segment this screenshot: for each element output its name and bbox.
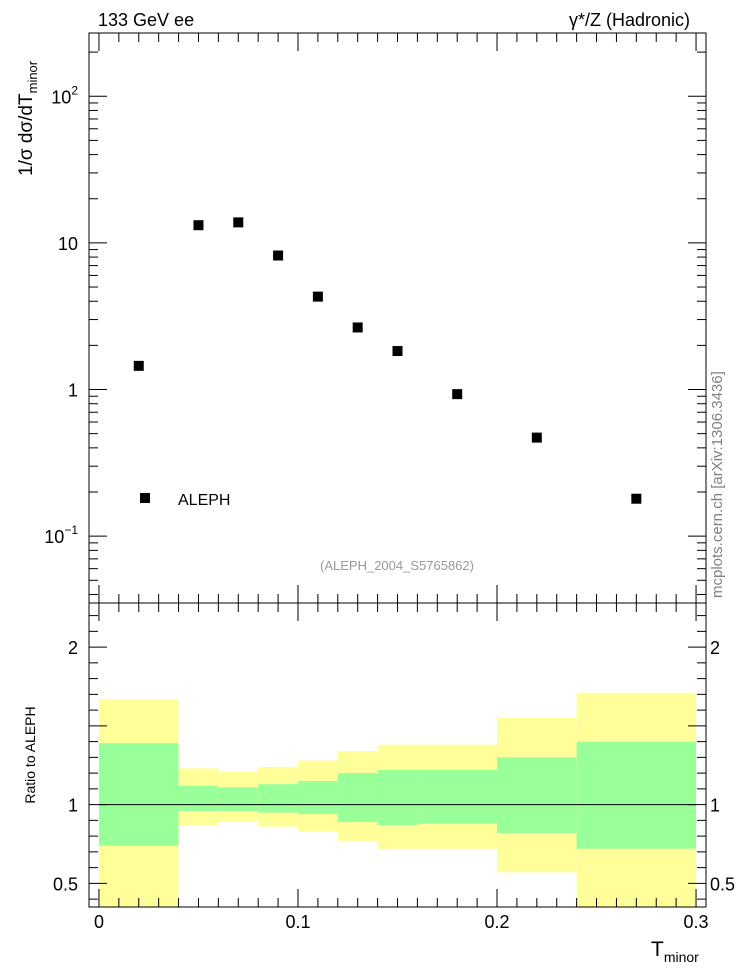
- legend: ALEPH: [140, 492, 230, 509]
- x-tick-label: 0: [94, 912, 104, 932]
- legend-marker: [140, 493, 150, 503]
- ratio-y-tick-label: 1: [68, 796, 78, 816]
- main-y-tick-base: 1: [68, 381, 78, 401]
- data-point: [312, 291, 323, 302]
- ratio-y-tick-label-right: 0.5: [710, 874, 735, 894]
- main-y-tick-label: 10−1: [44, 523, 78, 547]
- main-y-tick-base: 10: [58, 234, 78, 254]
- ratio-y-tick-label-right: 1: [710, 796, 720, 816]
- ratio-inner-band: [297, 780, 338, 815]
- ratio-y-axis: 0.5 0.5 1 1 2 2: [53, 615, 735, 900]
- main-y-tick-base: 10: [51, 87, 71, 107]
- x-axis-label-main: T: [651, 938, 664, 961]
- data-point: [193, 220, 204, 231]
- main-data-points: [133, 217, 642, 504]
- ratio-y-tick-label-right: 2: [710, 638, 720, 658]
- main-y-axis-label: 1/σ dσ/dTminor: [16, 60, 40, 176]
- ratio-inner-band: [178, 785, 219, 811]
- data-point: [531, 432, 542, 443]
- ratio-panel: 0.5 0.5 1 1 2 2 0 0.1 0.2 0.3 Ratio to ALEPH Tmi…: [22, 602, 735, 965]
- ratio-inner-band: [337, 773, 378, 822]
- main-y-tick-exponent: 2: [71, 83, 78, 97]
- x-axis-label-sub: minor: [664, 949, 699, 965]
- ratio-y-axis-label: Ratio to ALEPH: [22, 706, 38, 803]
- main-plot-frame: [88, 32, 707, 604]
- ratio-inner-band: [377, 769, 418, 826]
- main-y-axis-label-sub: minor: [25, 60, 40, 93]
- data-point: [452, 389, 463, 400]
- main-y-axis-label-main: 1/σ dσ/dT: [16, 93, 37, 176]
- main-y-tick-base: 10: [44, 527, 64, 547]
- main-y-tick-exponent: −1: [64, 523, 78, 537]
- data-point: [273, 250, 284, 261]
- ratio-inner-band: [218, 787, 259, 811]
- x-axis-label: Tminor: [651, 938, 699, 965]
- main-y-tick-label: 102: [51, 83, 78, 107]
- ratio-y-tick-label: 2: [68, 638, 78, 658]
- x-tick-label: 0.2: [485, 912, 510, 932]
- ratio-inner-band: [497, 757, 577, 833]
- side-label: mcplots.cern.ch [arXiv:1306.3436]: [709, 371, 726, 598]
- ratio-inner-band: [576, 741, 697, 849]
- x-tick-label: 0.1: [285, 912, 310, 932]
- legend-label: ALEPH: [178, 492, 230, 509]
- data-point: [133, 360, 144, 371]
- ratio-inner-band: [258, 784, 298, 813]
- main-annotation: (ALEPH_2004_S5765862): [320, 558, 474, 573]
- data-point: [233, 217, 244, 228]
- ratio-y-tick-label: 0.5: [53, 874, 78, 894]
- header-right-title: γ*/Z (Hadronic): [569, 10, 690, 30]
- main-y-tick-label: 10: [58, 234, 78, 254]
- x-axis: 0 0.1 0.2 0.3: [94, 603, 709, 932]
- header-left-title: 133 GeV ee: [98, 10, 194, 30]
- ratio-inner-band: [98, 743, 179, 846]
- data-point: [352, 322, 363, 333]
- data-point: [392, 346, 403, 357]
- ratio-bands: [98, 692, 697, 907]
- data-point: [631, 493, 642, 504]
- x-tick-label: 0.3: [684, 912, 709, 932]
- ratio-inner-band: [417, 769, 498, 824]
- main-y-tick-label: 1: [68, 381, 78, 401]
